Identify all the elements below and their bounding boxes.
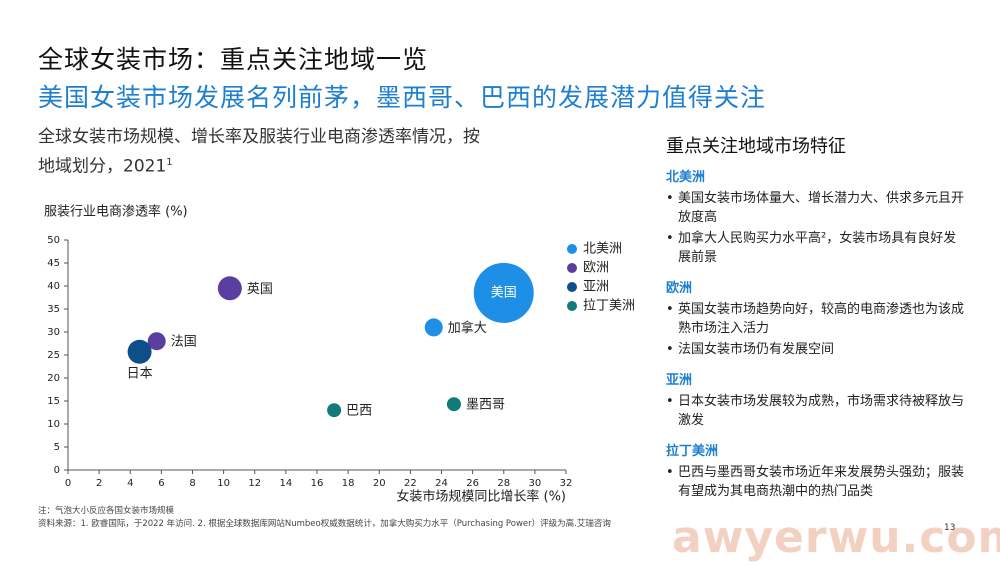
legend-label: 欧洲 [583, 261, 609, 276]
x-tick-label: 6 [158, 478, 164, 489]
bubble-巴西 [327, 403, 342, 418]
bubble-英国 [217, 276, 242, 301]
y-tick-label: 10 [47, 419, 60, 430]
region-europe: 欧洲 英国女装市场趋势向好，较高的电商渗透也为该成熟市场注入活力 法国女装市场仍… [666, 277, 966, 359]
x-tick-label: 24 [435, 478, 448, 489]
bubble-label: 加拿大 [448, 320, 487, 336]
legend-label: 北美洲 [583, 242, 622, 257]
region-name: 拉丁美洲 [666, 444, 719, 459]
legend-marker [567, 282, 577, 292]
x-axis-title: 女装市场规模同比增长率 (%) [396, 489, 566, 505]
x-tick-label: 0 [65, 478, 71, 489]
y-tick-label: 25 [47, 350, 60, 361]
region-north-america: 北美洲 美国女装市场体量大、增长潜力大、供求多元且开放度高 加拿大人民购买力水平… [666, 166, 966, 267]
side-panel-title: 重点关注地域市场特征 [666, 136, 846, 157]
bubble-美国 [473, 262, 534, 323]
chart-description-line2-text: 地域划分，2021 [38, 156, 167, 177]
x-tick-label: 14 [280, 478, 293, 489]
legend-marker [567, 263, 577, 273]
y-tick-label: 15 [47, 396, 60, 407]
y-tick-label: 20 [47, 373, 60, 384]
x-tick-label: 2 [96, 478, 102, 489]
y-tick-label: 5 [54, 442, 60, 453]
chart-note: 注：气泡大小反应各国女装市场规模 [38, 506, 175, 516]
page-title: 全球女装市场：重点关注地域一览 [38, 45, 429, 74]
x-tick-label: 4 [127, 478, 133, 489]
x-tick-label: 16 [311, 478, 324, 489]
y-tick-label: 40 [47, 281, 60, 292]
x-tick-label: 22 [404, 478, 417, 489]
bubble-label: 美国 [491, 285, 517, 300]
region-bullet: 美国女装市场体量大、增长潜力大、供求多元且开放度高 [666, 189, 966, 227]
y-tick-label: 50 [47, 235, 60, 246]
x-tick-label: 30 [529, 478, 542, 489]
legend-marker [567, 244, 577, 254]
bubble-label: 日本 [127, 366, 153, 381]
legend-label: 拉丁美洲 [583, 299, 635, 314]
region-asia: 亚洲 日本女装市场发展较为成熟，市场需求待被释放与激发 [666, 369, 966, 430]
x-tick-label: 8 [189, 478, 195, 489]
region-bullet: 英国女装市场趋势向好，较高的电商渗透也为该成熟市场注入活力 [666, 300, 966, 338]
legend-label: 亚洲 [583, 280, 609, 295]
region-latin-america: 拉丁美洲 巴西与墨西哥女装市场近年来发展势头强劲；服装有望成为其电商热潮中的热门… [666, 440, 966, 501]
page-number: 13 [944, 523, 956, 533]
page-subtitle: 美国女装市场发展名列前茅，墨西哥、巴西的发展潜力值得关注 [38, 83, 767, 112]
bubble-日本 [127, 339, 152, 364]
y-axis-title: 服装行业电商渗透率 (%) [44, 204, 188, 220]
region-bullet: 日本女装市场发展较为成熟，市场需求待被释放与激发 [666, 392, 966, 430]
bubble-label: 法国 [171, 335, 197, 350]
region-name: 欧洲 [666, 281, 693, 296]
region-bullet: 法国女装市场仍有发展空间 [666, 340, 966, 359]
x-tick-label: 28 [497, 478, 510, 489]
y-tick-label: 35 [47, 304, 60, 315]
region-name: 北美洲 [666, 170, 706, 185]
bubble-墨西哥 [446, 397, 461, 412]
watermark: awyerwu.com [672, 512, 1000, 563]
x-tick-label: 20 [373, 478, 386, 489]
x-tick-label: 26 [466, 478, 479, 489]
side-panel: 北美洲 美国女装市场体量大、增长潜力大、供求多元且开放度高 加拿大人民购买力水平… [666, 166, 966, 511]
chart-description-line2: 地域划分，20211 [38, 150, 598, 180]
chart-description-line1: 全球女装市场规模、增长率及服装行业电商渗透率情况，按 [38, 127, 480, 147]
bubble-法国 [147, 332, 166, 351]
bubble-加拿大 [424, 318, 443, 337]
region-bullet: 巴西与墨西哥女装市场近年来发展势头强劲；服装有望成为其电商热潮中的热门品类 [666, 463, 966, 501]
chart-description-footnote-mark: 1 [166, 157, 173, 168]
region-bullet: 加拿大人民购买力水平高²，女装市场具有良好发展前景 [666, 229, 966, 267]
region-name: 亚洲 [666, 373, 693, 388]
bubble-label: 巴西 [346, 404, 372, 419]
chart-description: 全球女装市场规模、增长率及服装行业电商渗透率情况，按 地域划分，20211 [38, 124, 598, 180]
x-tick-label: 10 [217, 478, 230, 489]
source-note: 资料来源：1. 欧睿国际，于2022 年访问. 2. 根据全球数据库网站Numb… [38, 519, 611, 529]
legend-marker [567, 301, 577, 311]
bubble-label: 墨西哥 [466, 398, 505, 413]
x-tick-label: 32 [560, 478, 573, 489]
bubble-label: 英国 [247, 282, 273, 297]
x-tick-label: 12 [248, 478, 261, 489]
x-tick-label: 18 [342, 478, 355, 489]
y-tick-label: 45 [47, 258, 60, 269]
y-tick-label: 30 [47, 327, 60, 338]
y-tick-label: 0 [54, 465, 60, 476]
